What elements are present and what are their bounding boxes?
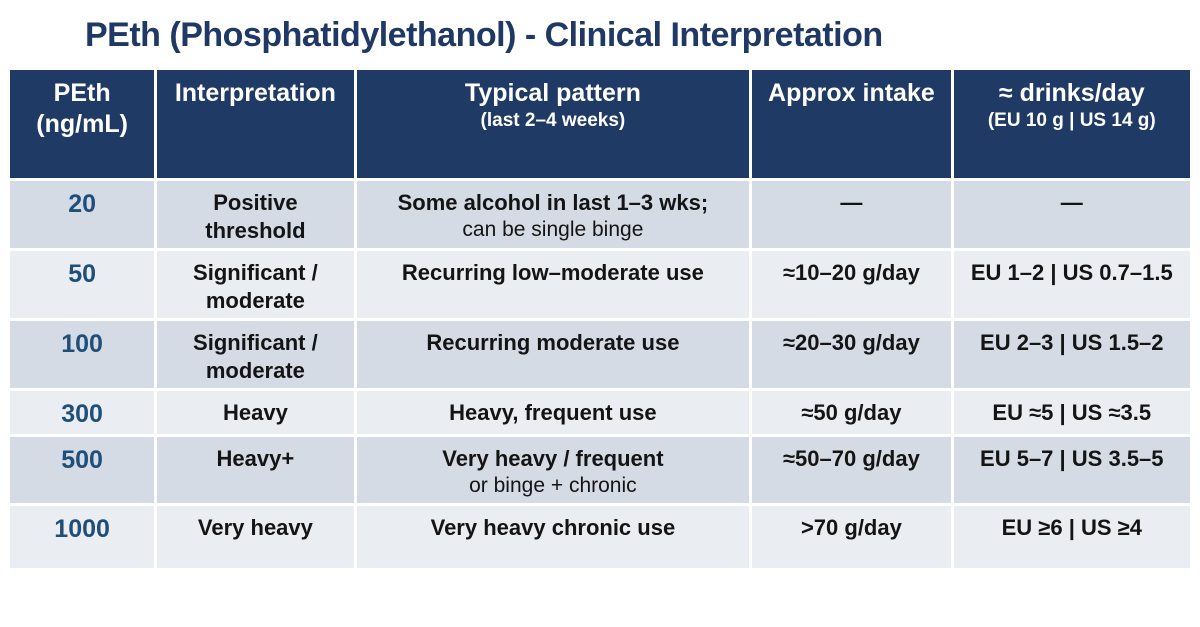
table-row-300: 300 Heavy Heavy, frequent use ≈50 g/day …	[10, 391, 1190, 435]
pattern-cell: Very heavy / frequent or binge + chronic	[356, 437, 750, 503]
header-typical-pattern-label: Typical pattern	[464, 79, 641, 107]
interpretation-text: Significant / moderate	[193, 260, 318, 313]
pattern-cell: Heavy, frequent use	[356, 391, 750, 435]
header-peth-label: PEth (ng/mL)	[36, 79, 128, 139]
pattern-text: Very heavy chronic use	[430, 515, 676, 540]
interpretation-text: Positive threshold	[205, 190, 306, 243]
header-row: PEth (ng/mL) Interpretation Typical patt…	[10, 70, 1190, 178]
interpretation-cell: Significant / moderate	[157, 321, 354, 388]
drinks-cell: —	[953, 181, 1190, 248]
peth-value: 50	[10, 251, 155, 318]
header-interpretation-label: Interpretation	[174, 79, 336, 107]
intake-cell: —	[752, 181, 951, 248]
peth-value: 500	[10, 437, 155, 503]
pattern-cell: Some alcohol in last 1–3 wks; can be sin…	[356, 181, 750, 248]
page-title: PEth (Phosphatidylethanol) - Clinical In…	[85, 16, 883, 54]
drinks-cell: EU 2–3 | US 1.5–2	[953, 321, 1190, 388]
header-typical-pattern-sublabel: (last 2–4 weeks)	[480, 110, 626, 132]
header-interpretation: Interpretation	[157, 70, 354, 178]
header-approx-intake-label: Approx intake	[768, 79, 935, 107]
header-peth: PEth (ng/mL)	[10, 70, 155, 178]
header-drinks-per-day-sublabel: (EU 10 g | US 14 g)	[987, 110, 1156, 132]
peth-value: 20	[10, 181, 155, 248]
pattern-text: Some alcohol in last 1–3 wks;	[397, 190, 709, 215]
peth-value: 300	[10, 391, 155, 435]
header-drinks-per-day-label: ≈ drinks/day	[998, 79, 1145, 107]
table-row-100: 100 Significant / moderate Recurring mod…	[10, 321, 1190, 388]
interpretation-text: Very heavy	[197, 515, 313, 540]
pattern-subtext: or binge + chronic	[469, 473, 637, 497]
intake-cell: ≈50 g/day	[752, 391, 951, 435]
intake-cell: ≈20–30 g/day	[752, 321, 951, 388]
drinks-cell: EU 1–2 | US 0.7–1.5	[953, 251, 1190, 318]
peth-value: 100	[10, 321, 155, 388]
drinks-cell: EU ≥6 | US ≥4	[953, 506, 1190, 568]
pattern-cell: Recurring low–moderate use	[356, 251, 750, 318]
pattern-text: Recurring moderate use	[426, 330, 680, 355]
interpretation-text: Heavy	[222, 400, 288, 425]
interpretation-cell: Very heavy	[157, 506, 354, 568]
intake-cell: ≈10–20 g/day	[752, 251, 951, 318]
table-row-20: 20 Positive threshold Some alcohol in la…	[10, 181, 1190, 248]
pattern-text: Very heavy / frequent	[442, 446, 664, 472]
pattern-text: Recurring low–moderate use	[401, 260, 704, 285]
table-row-500: 500 Heavy+ Very heavy / frequent or bing…	[10, 437, 1190, 503]
header-approx-intake: Approx intake	[752, 70, 951, 178]
interpretation-cell: Positive threshold	[157, 181, 354, 248]
pattern-cell: Recurring moderate use	[356, 321, 750, 388]
interpretation-cell: Heavy	[157, 391, 354, 435]
drinks-cell: EU ≈5 | US ≈3.5	[953, 391, 1190, 435]
interpretation-text: Heavy+	[216, 446, 295, 472]
header-drinks-per-day: ≈ drinks/day (EU 10 g | US 14 g)	[953, 70, 1190, 178]
peth-value: 1000	[10, 506, 155, 568]
header-typical-pattern: Typical pattern (last 2–4 weeks)	[356, 70, 750, 178]
interpretation-cell: Significant / moderate	[157, 251, 354, 318]
drinks-cell: EU 5–7 | US 3.5–5	[953, 437, 1190, 503]
pattern-cell: Very heavy chronic use	[356, 506, 750, 568]
intake-cell: ≈50–70 g/day	[752, 437, 951, 503]
peth-interpretation-table: PEth (ng/mL) Interpretation Typical patt…	[7, 67, 1193, 571]
pattern-subtext: can be single binge	[462, 217, 644, 241]
interpretation-cell: Heavy+	[157, 437, 354, 503]
intake-cell: >70 g/day	[752, 506, 951, 568]
table-row-50: 50 Significant / moderate Recurring low–…	[10, 251, 1190, 318]
interpretation-text: Significant / moderate	[193, 330, 318, 383]
table-row-1000: 1000 Very heavy Very heavy chronic use >…	[10, 506, 1190, 568]
pattern-text: Heavy, frequent use	[449, 400, 657, 425]
